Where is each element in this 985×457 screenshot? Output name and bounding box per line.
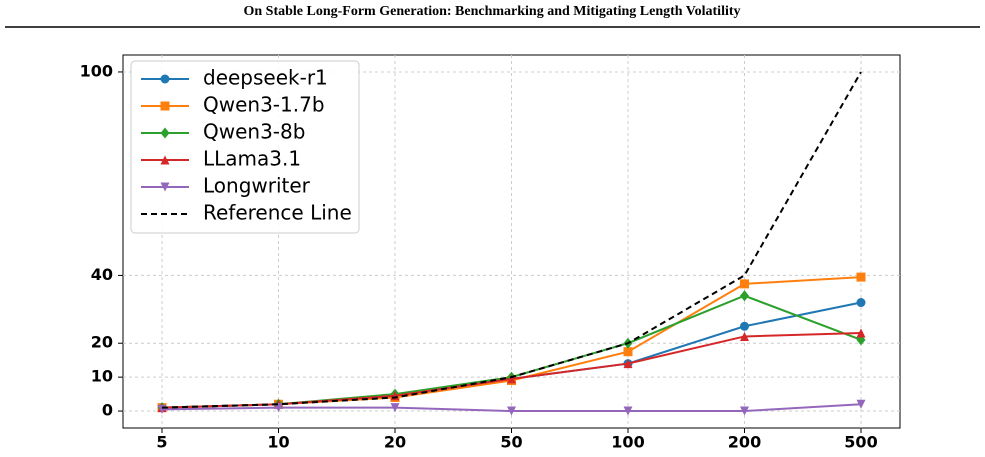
- marker: [856, 272, 866, 282]
- marker: [160, 155, 170, 165]
- legend-label: Longwriter: [203, 174, 311, 198]
- y-tick-label: 40: [91, 265, 113, 284]
- x-tick-label: 20: [384, 433, 406, 452]
- x-tick-label: 200: [728, 433, 761, 452]
- legend-label: LLama3.1: [203, 147, 301, 171]
- marker: [623, 347, 633, 357]
- marker: [160, 127, 170, 139]
- marker: [274, 403, 283, 413]
- y-tick-label: 10: [91, 367, 113, 386]
- x-tick-label: 5: [156, 433, 167, 452]
- x-tick-label: 100: [611, 433, 644, 452]
- x-tick-label: 10: [267, 433, 289, 452]
- marker: [160, 74, 170, 84]
- series-line: [161, 71, 862, 409]
- y-tick-label: 20: [91, 333, 113, 352]
- marker: [623, 359, 633, 369]
- marker: [740, 406, 749, 416]
- legend-label: deepseek-r1: [203, 66, 328, 90]
- marker: [507, 406, 516, 416]
- marker: [740, 321, 749, 331]
- marker: [856, 399, 866, 409]
- marker: [856, 298, 866, 308]
- legend-label: Qwen3-1.7b: [203, 93, 325, 117]
- marker: [856, 328, 866, 338]
- legend-box: [130, 60, 360, 234]
- marker: [623, 406, 633, 416]
- marker: [507, 374, 516, 384]
- legend-label: Qwen3-8b: [203, 120, 305, 144]
- y-tick-label: 100: [80, 61, 113, 80]
- x-tick-label: 50: [500, 433, 522, 452]
- legend-label: Reference Line: [203, 201, 352, 225]
- y-tick-label: 0: [102, 401, 113, 420]
- paper-header: On Stable Long-Form Generation: Benchmar…: [243, 4, 740, 19]
- x-tick-label: 500: [844, 433, 877, 452]
- marker: [390, 403, 400, 413]
- marker: [160, 101, 170, 111]
- marker: [740, 290, 749, 302]
- marker: [740, 331, 749, 341]
- marker: [160, 182, 170, 192]
- marker: [740, 279, 749, 289]
